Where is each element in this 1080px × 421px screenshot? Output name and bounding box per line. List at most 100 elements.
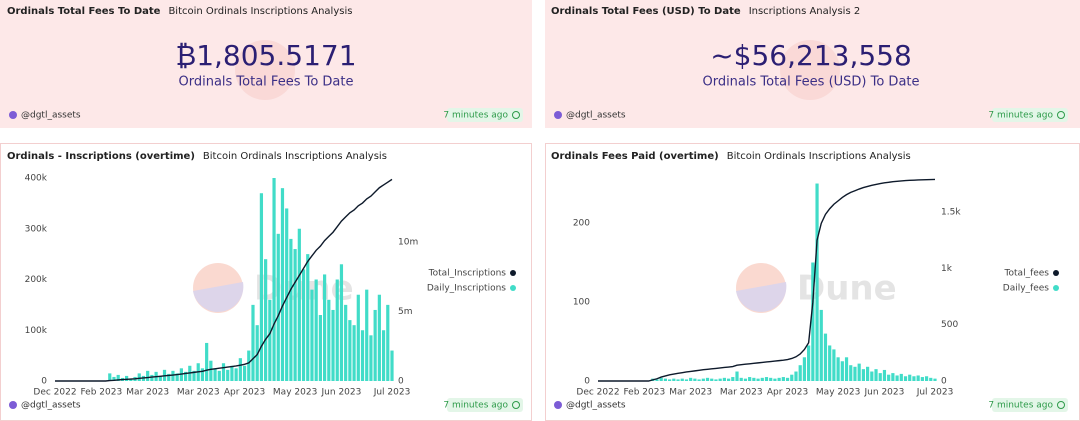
bar <box>158 375 162 381</box>
counter-caption: Ordinals Total Fees To Date <box>179 75 354 90</box>
bar <box>807 345 811 381</box>
bar <box>684 379 689 381</box>
y-tick-label: 0 <box>41 377 47 387</box>
bar <box>259 193 264 381</box>
legend-swatch <box>510 285 516 291</box>
bar <box>352 325 356 381</box>
check-icon <box>512 401 520 409</box>
bar <box>819 309 823 381</box>
chart-subtitle: Bitcoin Ordinals Inscriptions Analysis <box>727 151 911 162</box>
bar <box>878 373 882 381</box>
author[interactable]: @dgtl_assets <box>566 401 626 411</box>
bar <box>853 366 857 381</box>
line <box>55 178 393 382</box>
author[interactable]: @dgtl_assets <box>566 111 626 121</box>
legend-swatch <box>510 270 516 276</box>
bar <box>373 309 377 381</box>
bar <box>285 208 289 381</box>
author[interactable]: @dgtl_assets <box>21 111 81 121</box>
bar <box>356 294 360 381</box>
bar <box>390 350 394 381</box>
bar <box>318 315 322 381</box>
bar <box>175 373 179 381</box>
y-tick-label: 300k <box>25 224 48 234</box>
bar <box>887 374 891 381</box>
bar <box>200 368 205 381</box>
counter-value: ₿1,805.5171 <box>175 39 356 72</box>
bar <box>226 369 230 381</box>
bar <box>251 304 255 381</box>
panel-title: Ordinals Total Fees (USD) To Date <box>551 6 741 17</box>
bar <box>306 254 310 381</box>
bar <box>722 377 726 381</box>
bar <box>112 376 116 381</box>
bar <box>752 377 756 381</box>
bar <box>697 379 701 381</box>
y2-tick-label: 5m <box>398 307 413 317</box>
bar <box>861 369 865 381</box>
x-tick-label: Apr 2023 <box>224 388 265 398</box>
bar <box>760 377 764 381</box>
bar <box>857 363 861 381</box>
bar <box>710 378 714 381</box>
avatar <box>9 111 17 119</box>
bar <box>659 377 663 381</box>
bar <box>866 366 870 381</box>
bar <box>314 279 318 381</box>
x-tick-label: May 2023 <box>273 388 317 398</box>
x-tick-label: Jul 2023 <box>916 388 954 398</box>
bar <box>815 183 819 381</box>
bar <box>339 264 344 381</box>
bar <box>242 365 247 381</box>
bar <box>764 377 769 381</box>
bar <box>718 378 722 381</box>
bar <box>293 249 297 381</box>
avatar <box>554 111 562 119</box>
bar <box>882 369 887 381</box>
chart-subtitle: Bitcoin Ordinals Inscriptions Analysis <box>203 151 387 162</box>
bar <box>933 378 937 381</box>
avatar <box>9 401 17 409</box>
bar <box>289 238 293 381</box>
bar <box>920 377 924 381</box>
y2-tick-label: 0 <box>398 377 404 387</box>
bar <box>777 377 781 381</box>
bar <box>870 371 874 381</box>
bar <box>310 289 314 381</box>
legend-swatch <box>1053 285 1059 291</box>
bar <box>663 378 667 381</box>
watermark-logo <box>736 282 787 312</box>
bar <box>794 371 798 381</box>
bar <box>137 373 141 381</box>
counter-caption: Ordinals Total Fees (USD) To Date <box>702 75 919 90</box>
bar <box>705 377 710 381</box>
bar <box>714 379 718 381</box>
bar <box>272 178 276 381</box>
badge <box>447 398 523 412</box>
bar <box>238 358 242 381</box>
bar <box>209 360 213 381</box>
bar <box>234 368 238 381</box>
author[interactable]: @dgtl_assets <box>21 401 81 411</box>
x-tick-label: Apr 2023 <box>767 388 808 398</box>
bar <box>874 369 878 381</box>
bar <box>823 333 828 381</box>
bar <box>781 377 785 381</box>
bar <box>701 378 705 381</box>
bar <box>360 330 365 381</box>
bar <box>790 374 794 381</box>
bar <box>276 233 280 381</box>
bar <box>386 304 390 381</box>
x-tick-label: Mar 2023 <box>720 388 763 398</box>
updated: 7 minutes ago <box>988 401 1053 411</box>
bar <box>903 376 908 381</box>
updated: 7 minutes ago <box>443 111 508 121</box>
y-tick-label: 200k <box>25 275 48 285</box>
bar <box>891 373 895 381</box>
x-tick-label: Mar 2023 <box>126 388 169 398</box>
line <box>598 178 936 382</box>
bar <box>192 370 196 381</box>
bar <box>802 357 807 381</box>
bar <box>773 378 777 381</box>
